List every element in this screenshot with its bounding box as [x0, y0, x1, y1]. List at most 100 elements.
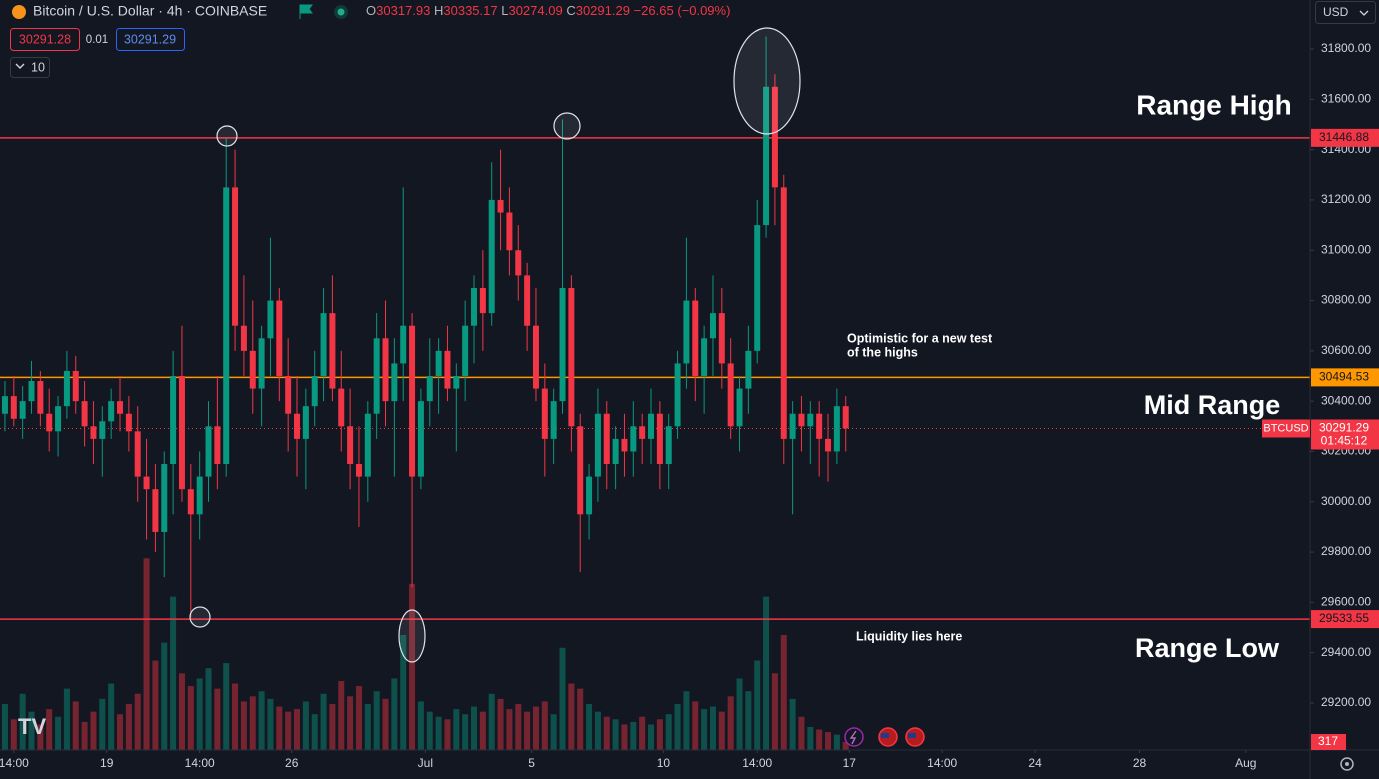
volume-bar — [771, 673, 778, 750]
volume-bar — [72, 701, 79, 750]
volume-bar — [807, 727, 814, 750]
volume-bar — [665, 714, 672, 750]
candle-body — [665, 426, 672, 465]
y-tick-label: 30600.00 — [1321, 343, 1371, 357]
candle-body — [603, 413, 610, 465]
candle-body — [187, 489, 194, 515]
event-icon[interactable] — [844, 727, 864, 747]
candle-body — [648, 413, 655, 439]
volume-bar — [400, 635, 407, 750]
symbol-title[interactable]: Bitcoin / U.S. Dollar · 4h · COINBASE — [33, 3, 267, 19]
volume-bar — [294, 709, 301, 750]
candle-body — [178, 376, 185, 490]
volume-tag — [1311, 734, 1346, 750]
volume-bar — [550, 714, 557, 750]
volume-bar — [842, 741, 849, 750]
candle-body — [816, 413, 823, 439]
candle-body — [825, 438, 832, 452]
x-tick-label: 10 — [657, 756, 671, 770]
volume-bar — [524, 711, 531, 750]
candle-body — [559, 287, 566, 402]
axes-layer: 29200.00 29400.00 29600.00 29800.00 30000.00… — [0, 41, 1379, 770]
bid-box[interactable] — [10, 28, 80, 51]
candle-body — [524, 275, 531, 326]
volume-bar — [417, 701, 424, 750]
countdown-label: 01:45:12 — [1321, 434, 1368, 448]
candle-body — [28, 381, 35, 402]
highlight-circle — [189, 606, 211, 628]
volume-bar — [347, 696, 354, 750]
volume-bar — [798, 716, 805, 750]
indicator-box[interactable] — [10, 57, 50, 78]
flag-canton — [908, 733, 916, 738]
level-tag — [1311, 610, 1379, 629]
levels-layer — [0, 137, 1310, 620]
settings-icon[interactable] — [1340, 757, 1354, 771]
volume-bar — [639, 716, 646, 750]
price-tag — [1311, 419, 1379, 450]
candle-body — [532, 325, 539, 389]
volume-bar — [108, 683, 115, 750]
volume-bar — [718, 711, 725, 750]
y-tick-label: 31200.00 — [1321, 192, 1371, 206]
candle-body — [267, 300, 274, 339]
annotation: Optimistic for a new test — [847, 331, 993, 345]
ohlc-letter: O — [366, 3, 376, 18]
ask-box[interactable] — [116, 28, 185, 51]
ohlc-value: 30274.09 — [508, 3, 562, 18]
volume-bar — [143, 558, 150, 750]
candle-body — [19, 401, 26, 419]
volume-bar — [816, 729, 823, 750]
ohlc-letter: H — [434, 3, 443, 18]
y-tick-label: 30800.00 — [1321, 293, 1371, 307]
volume-bar — [692, 701, 699, 750]
candle-body — [170, 376, 177, 465]
volume-tag-label: 317 — [1318, 734, 1338, 748]
candle-body — [417, 401, 424, 477]
candle-body — [55, 406, 62, 432]
y-tick-label: 29600.00 — [1321, 595, 1371, 609]
candle-body — [586, 476, 593, 515]
candle-body — [550, 401, 557, 439]
volume-bar — [559, 647, 566, 750]
logo[interactable]: TV — [18, 714, 46, 739]
candle-body — [541, 388, 548, 439]
volume-bar — [621, 724, 628, 750]
currency-dropdown[interactable] — [1315, 1, 1376, 24]
candle-body — [391, 363, 398, 402]
volume-bar — [825, 732, 832, 750]
x-tick-label: Aug — [1235, 756, 1256, 770]
flag-canton — [881, 733, 889, 738]
candle-body — [426, 376, 433, 402]
candle-body — [72, 370, 79, 402]
volume-bar — [754, 660, 761, 750]
volume-bar — [170, 596, 177, 750]
volume-bar — [302, 701, 309, 750]
ask-price: 30291.29 — [124, 32, 176, 46]
volume-bar — [727, 696, 734, 750]
y-tick-label: 29800.00 — [1321, 544, 1371, 558]
volume-bar — [674, 704, 681, 750]
candle-body — [90, 426, 97, 439]
volume-bar — [709, 706, 716, 750]
candle-body — [338, 388, 345, 427]
candle-body — [842, 406, 849, 429]
annotations: Range High Mid Range Range Low Optimisti… — [847, 89, 1292, 663]
volume-bar — [276, 706, 283, 750]
annotation: of the highs — [847, 345, 918, 359]
volume-bar — [453, 709, 460, 750]
candle-body — [754, 225, 761, 351]
ohlc: O30317.93 H30335.17 L30274.09 C30291.29 … — [366, 3, 730, 18]
volume-bar — [329, 704, 336, 750]
volume-bar — [471, 706, 478, 750]
candles-layer — [1, 36, 849, 618]
volume-bar — [391, 678, 398, 750]
bolt — [849, 730, 857, 745]
symbol-tag-label: BTCUSD — [1263, 422, 1308, 434]
candle-body — [347, 426, 354, 465]
candle-body — [471, 287, 478, 326]
flag-icon[interactable] — [299, 4, 313, 19]
volume-bar — [19, 693, 26, 750]
